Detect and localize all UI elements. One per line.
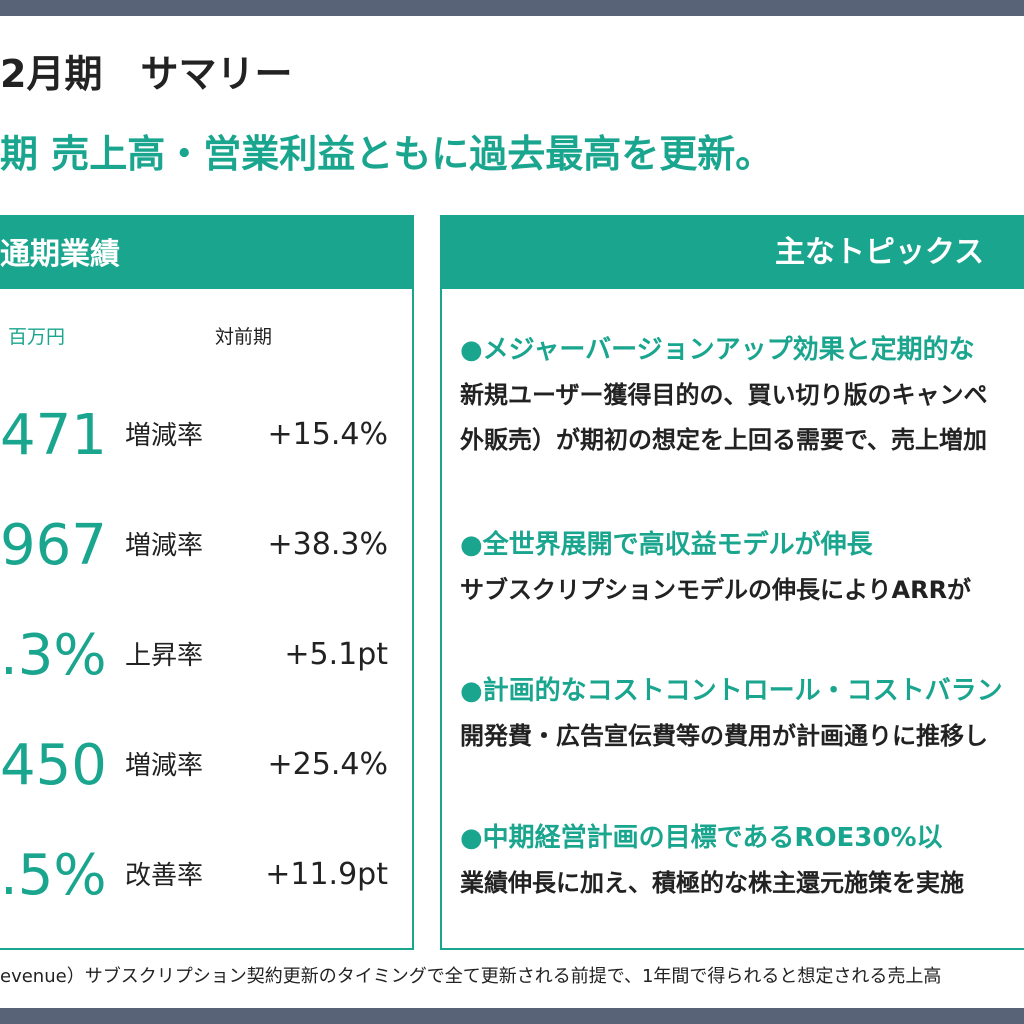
topic-heading: ●中期経営計画の目標であるROE30%以 [460,823,943,853]
topic-body: 開発費・広告宣伝費等の費用が計画通りに推移し [460,722,988,750]
topic-body: 業績伸長に加え、積極的な株主還元施策を実施 [460,869,964,897]
unit: 百万円 [8,326,66,348]
kpi-label: 増減率 [125,531,204,561]
footnote: evenue）サブスクリプション契約更新のタイミングで全て更新される前提で、1年… [0,966,942,987]
kpi-value: 967 [0,513,107,578]
kpi-label: 上昇率 [125,641,204,671]
topic-body: 新規ユーザー獲得目的の、買い切り版のキャンペ [460,381,988,409]
kpi-value: .3% [0,623,107,688]
subtitle: 期 売上高・営業利益ともに過去最高を更新。 [0,132,774,176]
topics-panel [440,215,1024,950]
topics-header [442,217,1024,289]
topic-heading: ●メジャーバージョンアップ効果と定期的な [460,335,975,365]
topic-heading: ●計画的なコストコントロール・コストバラン [460,676,1003,706]
bottom-bar [0,1008,1024,1024]
topic-body: 外販売）が期初の想定を上回る需要で、売上増加 [460,426,988,454]
kpi-value: 471 [0,403,107,468]
topic-heading: ●全世界展開で高収益モデルが伸長 [460,530,873,560]
kpi-change: +25.4% [267,747,388,782]
kpi-value: 450 [0,733,107,798]
results-title: 通期業績 [0,237,120,272]
topics-title: 主なトピックス [775,235,985,270]
top-bar [0,0,1024,16]
kpi-change: +5.1pt [284,637,388,672]
kpi-value: .5% [0,843,107,908]
results-panel [0,215,414,950]
kpi-change: +11.9pt [265,857,388,892]
kpi-change: +15.4% [267,417,388,452]
compare-header: 対前期 [215,326,273,348]
kpi-label: 改善率 [125,861,204,891]
results-header [0,217,412,289]
title: 2月期 サマリー [0,52,293,96]
kpi-change: +38.3% [267,527,388,562]
kpi-label: 増減率 [125,421,204,451]
kpi-label: 増減率 [125,751,204,781]
topic-body: サブスクリプションモデルの伸長によりARRが [460,576,972,604]
